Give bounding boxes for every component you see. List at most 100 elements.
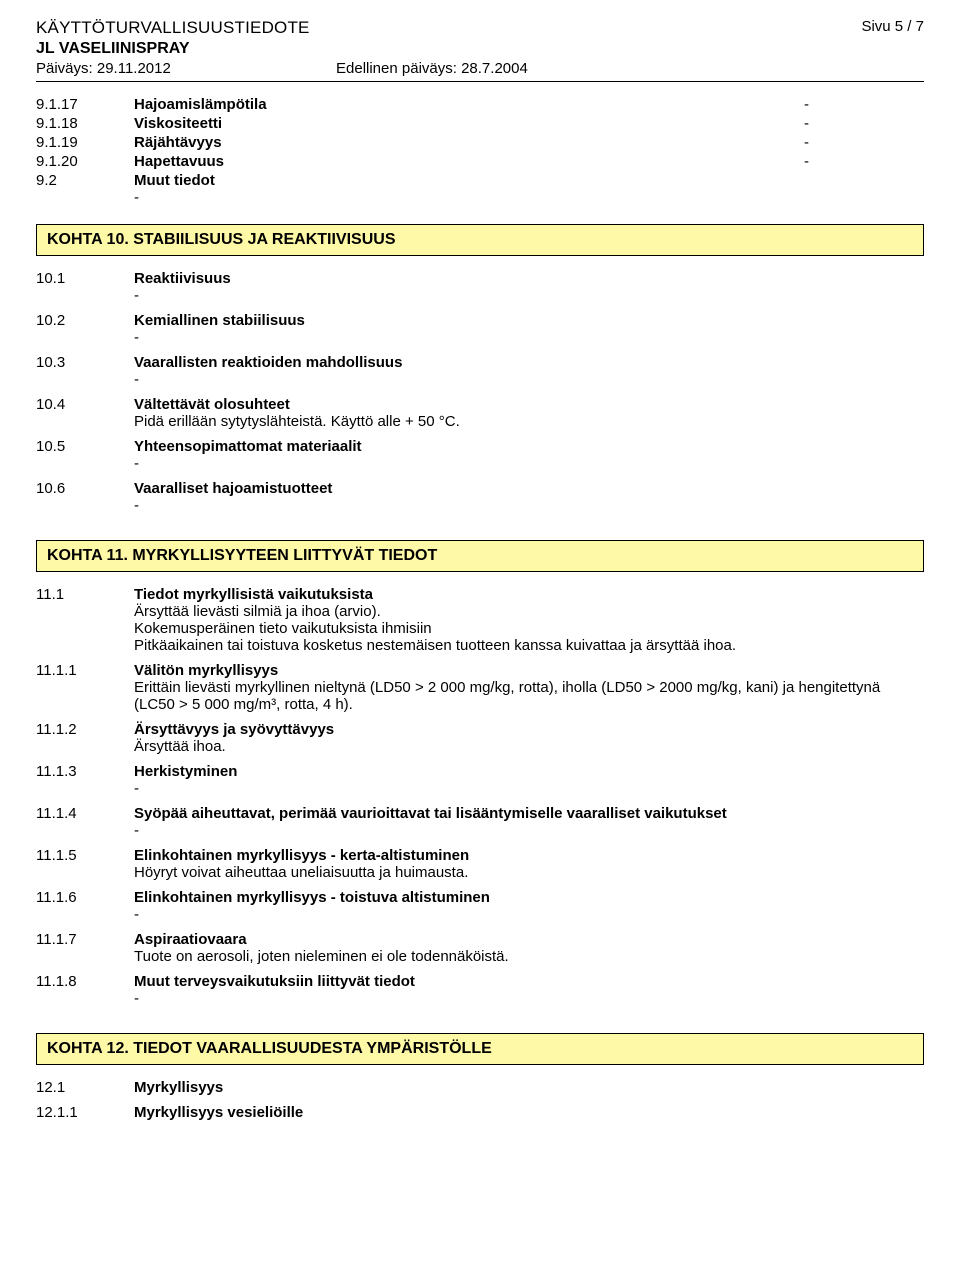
item-body: Myrkyllisyys [134,1079,924,1096]
date-current: Päiväys: 29.11.2012 [36,60,336,77]
item-number: 12.1.1 [36,1104,134,1121]
section-10-body: 10.1Reaktiivisuus-10.2Kemiallinen stabii… [36,270,924,522]
section-item: 12.1Myrkyllisyys [36,1079,924,1096]
item-body: Kemiallinen stabiilisuus- [134,312,924,346]
property-row: 9.1.18Viskositeetti- [36,115,924,132]
item-body: Elinkohtainen myrkyllisyys - toistuva al… [134,889,924,923]
item-body: Välitön myrkyllisyysErittäin lievästi my… [134,662,924,713]
item-text: Kokemusperäinen tieto vaikutuksista ihmi… [134,620,924,637]
item-number: 10.6 [36,480,134,514]
item-label: Elinkohtainen myrkyllisyys - kerta-altis… [134,847,924,864]
item-number: 11.1.6 [36,889,134,923]
item-body: Tiedot myrkyllisistä vaikutuksistaÄrsytt… [134,586,924,654]
item-number: 10.2 [36,312,134,346]
section-item: 11.1.3Herkistyminen- [36,763,924,797]
item-text: - [134,329,924,346]
page-number: Sivu 5 / 7 [861,18,924,35]
item-body: Myrkyllisyys vesieliöille [134,1104,924,1121]
item-number: 12.1 [36,1079,134,1096]
item-number: 10.1 [36,270,134,304]
section-12-header: KOHTA 12. TIEDOT VAARALLISUUDESTA YMPÄRI… [36,1033,924,1065]
item-number: 10.4 [36,396,134,430]
item-label: Yhteensopimattomat materiaalit [134,438,924,455]
header-divider [36,81,924,82]
property-row: 9.1.17Hajoamislämpötila- [36,96,924,113]
property-value: - [804,134,924,151]
item-text: - [134,990,924,1007]
item-body: Herkistyminen- [134,763,924,797]
item-label: Herkistyminen [134,763,924,780]
item-number: 11.1.5 [36,847,134,881]
item-label: Vältettävät olosuhteet [134,396,924,413]
item-number: 11.1.8 [36,973,134,1007]
item-label: Aspiraatiovaara [134,931,924,948]
property-row: 9.1.19Räjähtävyys- [36,134,924,151]
item-body: Muut terveysvaikutuksiin liittyvät tiedo… [134,973,924,1007]
item-label: Vaaralliset hajoamistuotteet [134,480,924,497]
section-item: 12.1.1Myrkyllisyys vesieliöille [36,1104,924,1121]
item-body: Ärsyttävyys ja syövyttävyysÄrsyttää ihoa… [134,721,924,755]
item-label: Kemiallinen stabiilisuus [134,312,924,329]
item-label: Ärsyttävyys ja syövyttävyys [134,721,924,738]
item-text: - [134,822,924,839]
section-item: 10.6Vaaralliset hajoamistuotteet- [36,480,924,514]
section-item: 11.1.5Elinkohtainen myrkyllisyys - kerta… [36,847,924,881]
item-text: Höyryt voivat aiheuttaa uneliaisuutta ja… [134,864,924,881]
item-body: Vaaralliset hajoamistuotteet- [134,480,924,514]
section-item: 11.1.7AspiraatiovaaraTuote on aerosoli, … [36,931,924,965]
section-item: 10.3Vaarallisten reaktioiden mahdollisuu… [36,354,924,388]
item-text: - [134,780,924,797]
item-number: 11.1.4 [36,805,134,839]
section-12-body: 12.1Myrkyllisyys12.1.1Myrkyllisyys vesie… [36,1079,924,1129]
item-text: Pitkäaikainen tai toistuva kosketus nest… [134,637,924,654]
item-number: 11.1.2 [36,721,134,755]
item-number: 11.1.1 [36,662,134,713]
item-body: Yhteensopimattomat materiaalit- [134,438,924,472]
document-header: KÄYTTÖTURVALLISUUSTIEDOTE Sivu 5 / 7 JL … [36,18,924,77]
date-previous: Edellinen päiväys: 28.7.2004 [336,60,528,77]
property-value: - [804,96,924,113]
property-label: Räjähtävyys [134,134,804,151]
section-item: 11.1.6Elinkohtainen myrkyllisyys - toist… [36,889,924,923]
property-number: 9.1.19 [36,134,134,151]
item-body: Vaarallisten reaktioiden mahdollisuus- [134,354,924,388]
item-label: Syöpää aiheuttavat, perimää vaurioittava… [134,805,924,822]
section-11-body: 11.1Tiedot myrkyllisistä vaikutuksistaÄr… [36,586,924,1015]
section-item: 10.5Yhteensopimattomat materiaalit- [36,438,924,472]
item-text: Erittäin lievästi myrkyllinen nieltynä (… [134,679,924,713]
property-number: 9.1.18 [36,115,134,132]
item-text: Ärsyttää lievästi silmiä ja ihoa (arvio)… [134,603,924,620]
item-text: - [134,371,924,388]
item-body: Elinkohtainen myrkyllisyys - kerta-altis… [134,847,924,881]
property-row: 9.1.20Hapettavuus- [36,153,924,170]
item-text: - [134,497,924,514]
item-body: AspiraatiovaaraTuote on aerosoli, joten … [134,931,924,965]
item-label: Tiedot myrkyllisistä vaikutuksista [134,586,924,603]
section-item: 11.1.1Välitön myrkyllisyysErittäin lievä… [36,662,924,713]
doc-title: KÄYTTÖTURVALLISUUSTIEDOTE [36,18,924,38]
property-label: Viskositeetti [134,115,804,132]
item-label: Elinkohtainen myrkyllisyys - toistuva al… [134,889,924,906]
item-label: Myrkyllisyys [134,1079,924,1096]
section-item: 11.1Tiedot myrkyllisistä vaikutuksistaÄr… [36,586,924,654]
item-number: 11.1 [36,586,134,654]
item-label: Vaarallisten reaktioiden mahdollisuus [134,354,924,371]
date-row: Päiväys: 29.11.2012 Edellinen päiväys: 2… [36,60,924,77]
section-item: 10.2Kemiallinen stabiilisuus- [36,312,924,346]
item-number: 11.1.7 [36,931,134,965]
item-body: Vältettävät olosuhteetPidä erillään syty… [134,396,924,430]
property-list: 9.1.17Hajoamislämpötila- 9.1.18Viskositee… [36,96,924,170]
item-label: Muut terveysvaikutuksiin liittyvät tiedo… [134,973,924,990]
section-item: 11.1.8Muut terveysvaikutuksiin liittyvät… [36,973,924,1007]
item-number: 10.3 [36,354,134,388]
section-item: 10.4Vältettävät olosuhteetPidä erillään … [36,396,924,430]
item-text: - [134,906,924,923]
item-label: Myrkyllisyys vesieliöille [134,1104,924,1121]
item-text: Pidä erillään sytytyslähteistä. Käyttö a… [134,413,924,430]
item-label: Reaktiivisuus [134,270,924,287]
item-dash: - [134,189,924,206]
item-body: Syöpää aiheuttavat, perimää vaurioittava… [134,805,924,839]
property-label: Hapettavuus [134,153,804,170]
property-number: 9.1.17 [36,96,134,113]
item-label: Muut tiedot [134,172,924,189]
